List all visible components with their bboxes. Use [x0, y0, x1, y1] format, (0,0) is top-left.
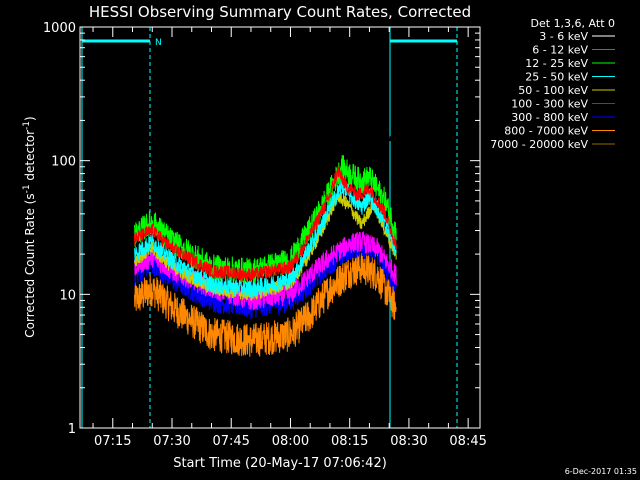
series-line-7: [134, 250, 397, 357]
legend-label: 100 - 300 keV: [511, 98, 588, 111]
x-tick-label: 08:15: [331, 434, 368, 449]
x-tick-label: 07:45: [212, 434, 249, 449]
axes: 1 10 100 1000 07:15 07:30 07:45 08:00 08:15 08:30…: [43, 21, 487, 449]
series-line-3: [134, 178, 397, 299]
y-tick-label: 1: [68, 422, 76, 437]
legend-title: Det 1,3,6, Att 0: [531, 17, 615, 30]
legend-label: 800 - 7000 keV: [504, 125, 588, 138]
x-tick-label: 08:00: [272, 434, 309, 449]
x-tick-label: 07:15: [94, 434, 131, 449]
night-marker-label: N: [155, 38, 162, 48]
x-axis-label: Start Time (20-May-17 07:06:42): [173, 456, 387, 471]
chart-title: HESSI Observing Summary Count Rates, Cor…: [89, 3, 471, 21]
axes-frame: [79, 26, 481, 429]
legend-label: 6 - 12 keV: [532, 44, 588, 57]
legend-label: 3 - 6 keV: [539, 30, 588, 43]
x-tick-label: 08:45: [449, 434, 486, 449]
legend-label: 12 - 25 keV: [525, 57, 588, 70]
y-tick-label: 10: [59, 288, 76, 303]
series-line-0: [134, 131, 397, 192]
y-axis-label: Corrected Count Rate (s-1 detector-1): [22, 116, 37, 337]
generation-timestamp: 6-Dec-2017 01:35: [565, 467, 637, 476]
legend-label: 7000 - 20000 keV: [490, 138, 588, 151]
legend-label: 50 - 100 keV: [518, 84, 588, 97]
series-line-5: [134, 166, 397, 282]
legend-label: 25 - 50 keV: [525, 71, 588, 84]
x-tick-label: 08:30: [390, 434, 427, 449]
legend-label: 300 - 800 keV: [511, 111, 588, 124]
plot-area: N: [81, 27, 458, 428]
y-tick-label: 100: [51, 155, 76, 170]
x-tick-label: 07:30: [153, 434, 190, 449]
y-tick-label: 1000: [43, 21, 76, 36]
